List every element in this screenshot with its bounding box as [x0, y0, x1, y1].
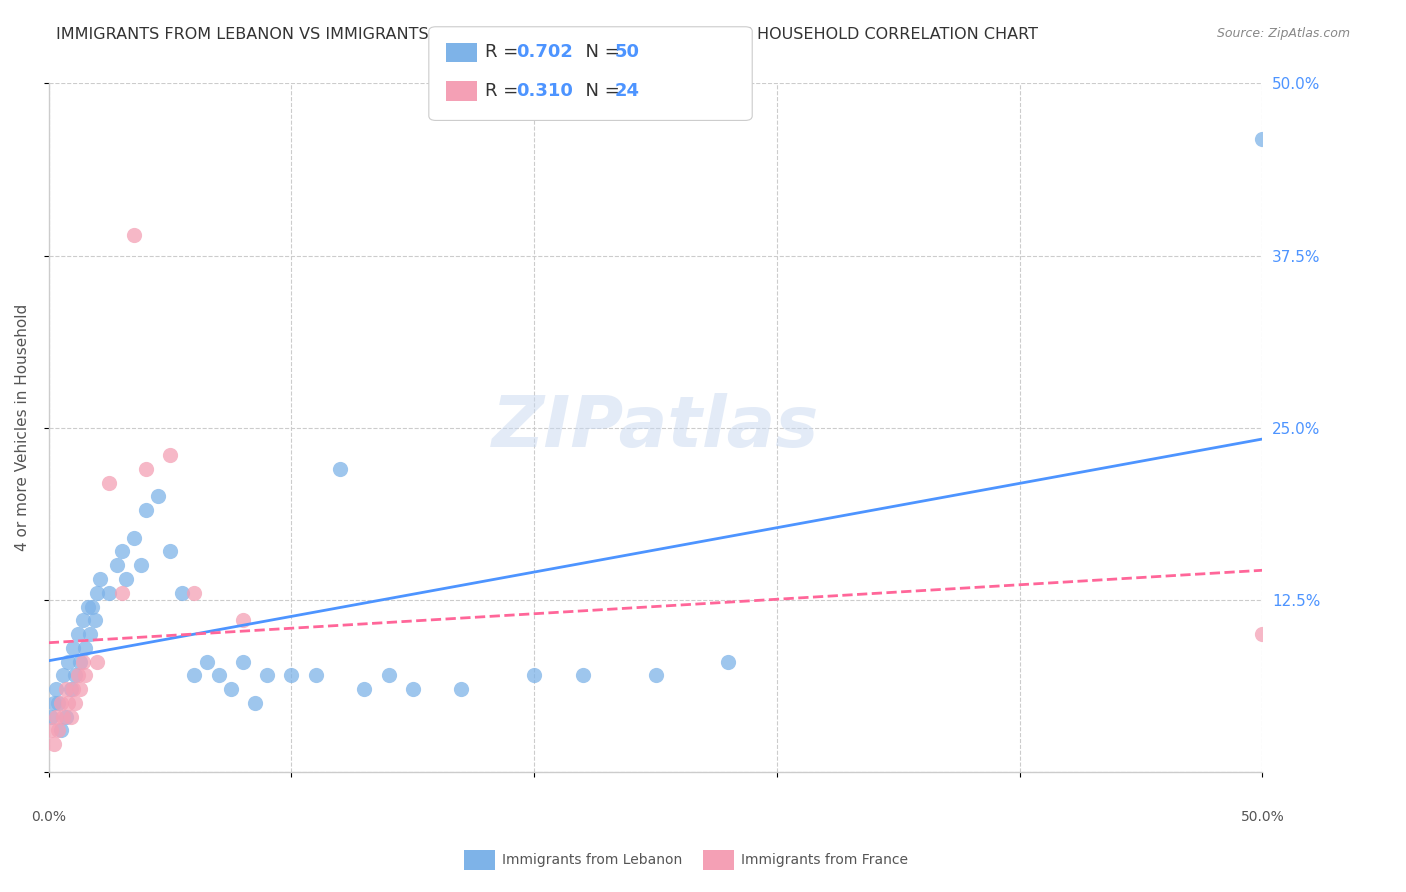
- Point: [52, 709, 75, 723]
- Point: [49, 723, 72, 738]
- Text: Immigrants from Lebanon: Immigrants from Lebanon: [502, 853, 682, 867]
- Y-axis label: 4 or more Vehicles in Household: 4 or more Vehicles in Household: [15, 304, 30, 551]
- Point: [377, 668, 399, 682]
- Point: [39, 709, 62, 723]
- Point: [183, 586, 205, 600]
- Text: Source: ZipAtlas.com: Source: ZipAtlas.com: [1216, 27, 1350, 40]
- Point: [75, 668, 97, 682]
- Text: Immigrants from France: Immigrants from France: [741, 853, 908, 867]
- Point: [62, 640, 84, 655]
- Point: [59, 709, 82, 723]
- Point: [523, 668, 546, 682]
- Text: 50.0%: 50.0%: [1240, 810, 1284, 823]
- Text: N =: N =: [574, 82, 626, 100]
- Point: [69, 655, 91, 669]
- Text: R =: R =: [485, 43, 524, 61]
- Point: [129, 558, 152, 573]
- Point: [159, 544, 181, 558]
- Point: [56, 655, 79, 669]
- Text: 0.310: 0.310: [516, 82, 572, 100]
- Point: [86, 586, 108, 600]
- Point: [83, 613, 105, 627]
- Text: 24: 24: [614, 82, 640, 100]
- Point: [45, 709, 67, 723]
- Point: [105, 558, 128, 573]
- Point: [42, 737, 65, 751]
- Point: [232, 613, 254, 627]
- Point: [56, 696, 79, 710]
- Point: [122, 531, 145, 545]
- Point: [98, 475, 121, 490]
- Point: [329, 462, 352, 476]
- Point: [110, 586, 132, 600]
- Point: [79, 627, 101, 641]
- Point: [82, 599, 104, 614]
- Point: [450, 682, 472, 697]
- Point: [402, 682, 425, 697]
- Point: [75, 640, 97, 655]
- Point: [110, 544, 132, 558]
- Point: [183, 668, 205, 682]
- Point: [42, 696, 65, 710]
- Point: [305, 668, 328, 682]
- Point: [86, 655, 108, 669]
- Point: [66, 668, 89, 682]
- Point: [72, 655, 94, 669]
- Point: [76, 599, 98, 614]
- Point: [55, 709, 77, 723]
- Point: [353, 682, 375, 697]
- Point: [219, 682, 242, 697]
- Point: [717, 655, 740, 669]
- Text: R =: R =: [485, 82, 524, 100]
- Text: N =: N =: [574, 43, 626, 61]
- Text: 0.0%: 0.0%: [31, 810, 66, 823]
- Point: [256, 668, 278, 682]
- Point: [195, 655, 218, 669]
- Point: [52, 668, 75, 682]
- Point: [65, 696, 87, 710]
- Point: [122, 227, 145, 242]
- Point: [572, 668, 595, 682]
- Point: [232, 655, 254, 669]
- Point: [208, 668, 231, 682]
- Point: [1251, 131, 1274, 145]
- Point: [1251, 627, 1274, 641]
- Point: [48, 723, 70, 738]
- Text: ZIPatlas: ZIPatlas: [492, 393, 820, 462]
- Point: [243, 696, 266, 710]
- Point: [135, 462, 157, 476]
- Point: [98, 586, 121, 600]
- Point: [48, 696, 70, 710]
- Point: [65, 668, 87, 682]
- Point: [55, 682, 77, 697]
- Text: 0.702: 0.702: [516, 43, 572, 61]
- Point: [59, 682, 82, 697]
- Point: [72, 613, 94, 627]
- Point: [39, 723, 62, 738]
- Point: [69, 682, 91, 697]
- Point: [49, 696, 72, 710]
- Text: 50: 50: [614, 43, 640, 61]
- Point: [45, 682, 67, 697]
- Text: IMMIGRANTS FROM LEBANON VS IMMIGRANTS FROM FRANCE 4 OR MORE VEHICLES IN HOUSEHOL: IMMIGRANTS FROM LEBANON VS IMMIGRANTS FR…: [56, 27, 1038, 42]
- Point: [280, 668, 302, 682]
- Point: [159, 448, 181, 462]
- Point: [135, 503, 157, 517]
- Point: [115, 572, 138, 586]
- Point: [146, 490, 169, 504]
- Point: [89, 572, 111, 586]
- Point: [172, 586, 194, 600]
- Point: [66, 627, 89, 641]
- Point: [62, 682, 84, 697]
- Point: [644, 668, 666, 682]
